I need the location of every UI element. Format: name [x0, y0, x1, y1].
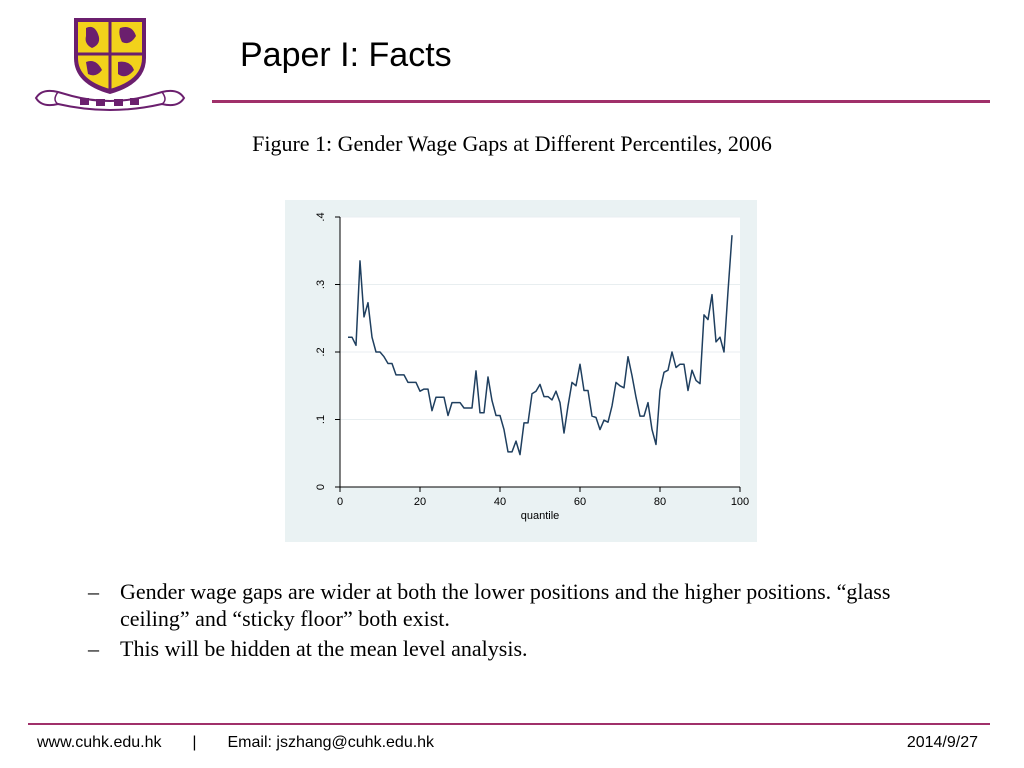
footer-date: 2014/9/27 [906, 734, 978, 751]
footer-email: Email: jszhang@cuhk.edu.hk [227, 734, 435, 751]
figure-caption: Figure 1: Gender Wage Gaps at Different … [252, 131, 772, 156]
footer-separator: | [192, 734, 197, 751]
bullet-text: This will be hidden at the mean level an… [120, 636, 528, 661]
chart-svg: 0 .1 .2 .3 .4 0 20 40 60 80 100 quantile [285, 200, 757, 542]
y-tick-label: .2 [315, 347, 327, 356]
bullet-text: Gender wage gaps are wider at both the l… [120, 579, 891, 631]
series-line [348, 235, 733, 456]
page-title: Paper I: Facts [240, 36, 452, 74]
y-tick-label: .4 [315, 212, 327, 221]
bullet-marker: – [88, 579, 99, 604]
bullet-item: – Gender wage gaps are wider at both the… [88, 578, 948, 632]
footer-info: www.cuhk.edu.hk | Email: jszhang@cuhk.ed… [37, 734, 434, 752]
x-axis-label: quantile [521, 510, 560, 522]
header-divider [212, 100, 990, 103]
bullet-marker: – [88, 636, 99, 661]
x-tick-label: 80 [654, 496, 666, 508]
x-tick-label: 100 [731, 496, 749, 508]
bullet-item: – This will be hidden at the mean level … [88, 635, 948, 662]
y-tick-label: .1 [315, 415, 327, 424]
y-tick-label: 0 [315, 484, 327, 490]
footer-divider [28, 723, 990, 725]
y-tick-label: .3 [315, 280, 327, 289]
x-tick-label: 20 [414, 496, 426, 508]
x-tick-label: 0 [337, 496, 343, 508]
bullet-list: – Gender wage gaps are wider at both the… [88, 578, 948, 665]
footer-website: www.cuhk.edu.hk [37, 734, 162, 751]
x-tick-label: 40 [494, 496, 506, 508]
wage-gap-chart: 0 .1 .2 .3 .4 0 20 40 60 80 100 quantile [285, 200, 757, 542]
x-tick-label: 60 [574, 496, 586, 508]
university-crest-logo [34, 18, 186, 111]
